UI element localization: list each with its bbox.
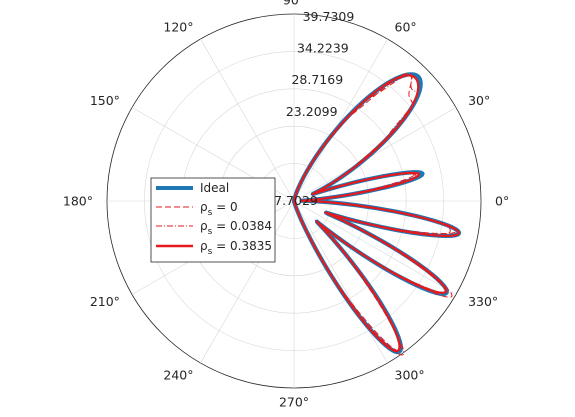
theta-tick-label: 300° — [395, 368, 425, 383]
radius-tick-label: 7.7029 — [274, 193, 318, 208]
series-lines — [291, 72, 462, 356]
legend-rho-symbol: ρ — [200, 219, 208, 233]
angular-gridline — [293, 200, 457, 295]
theta-tick-label: 150° — [90, 93, 120, 108]
legend-label-rho-0384: ρs = 0.0384 — [200, 219, 272, 237]
angular-gridline — [293, 38, 388, 202]
theta-tick-label: 240° — [163, 368, 193, 383]
legend-label-ideal: Ideal — [200, 181, 229, 195]
theta-tick-label: 60° — [395, 19, 417, 34]
series-line-rho-3 — [292, 74, 461, 353]
legend-rho-value: = 0.3835 — [212, 239, 272, 253]
angular-gridline — [293, 107, 457, 202]
legend-rho-symbol: ρ — [200, 200, 208, 214]
angular-gridline — [200, 38, 295, 202]
axis-labels: 0° 30° 60° 90° 120° 150° 180° 210° 240° 270° 300° 3… — [63, 0, 509, 410]
legend-label-rho-0: ρs = 0 — [200, 200, 238, 218]
theta-tick-label: 330° — [468, 294, 498, 309]
radius-tick-label: 39.7309 — [303, 9, 355, 24]
theta-tick-label: 180° — [63, 194, 93, 209]
legend-rho-value: = 0.0384 — [212, 219, 272, 233]
theta-tick-label: 120° — [163, 19, 193, 34]
radius-tick-label: 23.2099 — [286, 104, 338, 119]
legend-rho-value: = 0 — [212, 200, 237, 214]
theta-tick-label: 270° — [279, 395, 309, 410]
theta-tick-label: 0° — [495, 194, 509, 209]
legend-label-rho-3835: ρs = 0.3835 — [200, 239, 272, 257]
legend: Ideal ρs = 0 ρs = 0.0384 ρs = 0.3835 — [150, 177, 276, 263]
legend-box — [150, 177, 276, 263]
theta-tick-label: 210° — [90, 294, 120, 309]
radius-tick-label: 34.2239 — [297, 41, 349, 56]
radius-tick-label: 28.7169 — [291, 72, 343, 87]
angular-gridline — [200, 200, 295, 364]
legend-rho-sub: s — [208, 227, 213, 237]
theta-tick-label: 90° — [283, 0, 305, 8]
angular-gridline — [293, 200, 388, 364]
legend-rho-sub: s — [208, 247, 213, 257]
legend-rho-sub: s — [208, 208, 213, 218]
theta-tick-label: 30° — [468, 93, 490, 108]
legend-rho-symbol: ρ — [200, 239, 208, 253]
